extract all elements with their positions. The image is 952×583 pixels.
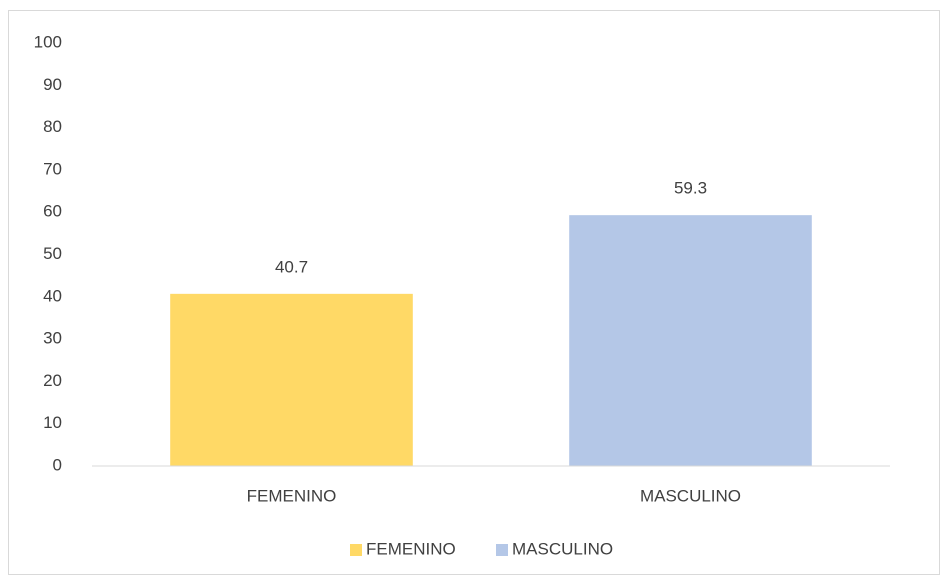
legend-label: MASCULINO (512, 539, 613, 558)
y-tick-label: 90 (43, 75, 62, 94)
x-tick-label: MASCULINO (640, 486, 741, 505)
x-tick-label: FEMENINO (247, 486, 337, 505)
y-tick-label: 100 (34, 32, 62, 51)
legend-swatch (496, 544, 508, 556)
legend-swatch (350, 544, 362, 556)
bar (569, 215, 812, 466)
y-tick-label: 0 (53, 455, 62, 474)
y-tick-label: 50 (43, 244, 62, 263)
data-label: 40.7 (275, 257, 308, 276)
y-tick-label: 80 (43, 117, 62, 136)
bar (170, 293, 413, 466)
legend-label: FEMENINO (366, 539, 456, 558)
y-tick-label: 40 (43, 286, 62, 305)
data-label: 59.3 (674, 179, 707, 198)
y-tick-label: 60 (43, 202, 62, 221)
y-tick-label: 70 (43, 159, 62, 178)
y-tick-label: 20 (43, 371, 62, 390)
y-tick-label: 10 (43, 413, 62, 432)
y-tick-label: 30 (43, 329, 62, 348)
